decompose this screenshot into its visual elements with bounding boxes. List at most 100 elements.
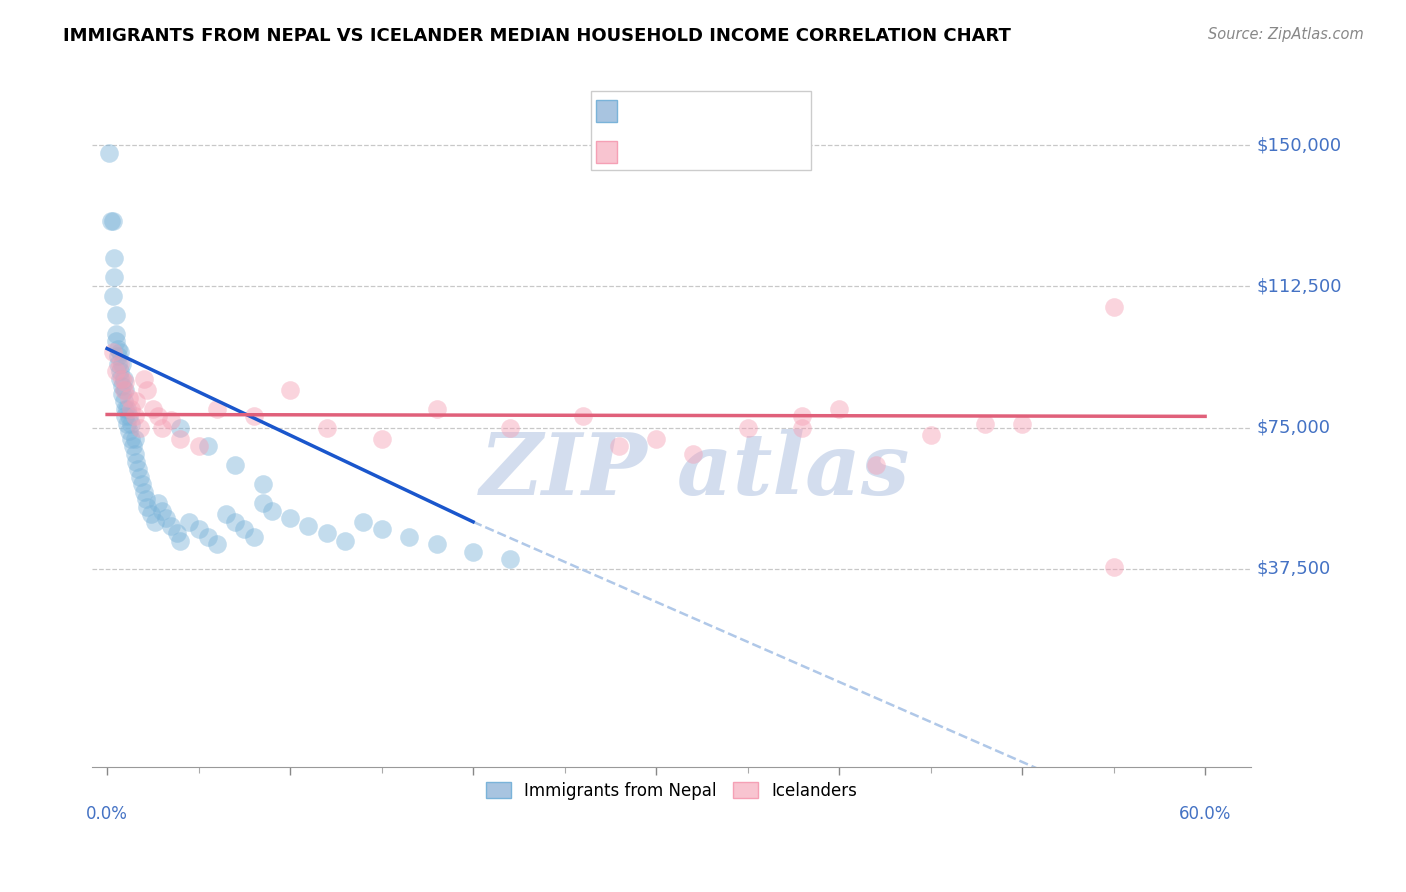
Text: R =: R = — [620, 141, 664, 159]
Point — [107, 342, 129, 356]
Point — [278, 511, 301, 525]
Point — [865, 458, 887, 473]
Point — [160, 518, 183, 533]
Point — [150, 420, 173, 434]
Point — [278, 383, 301, 397]
Point — [129, 469, 152, 483]
Point — [132, 484, 155, 499]
Point — [105, 334, 128, 348]
Point — [179, 515, 201, 529]
Text: N =: N = — [738, 99, 782, 118]
Point — [425, 537, 447, 551]
Point — [155, 511, 177, 525]
Point — [120, 401, 142, 416]
Point — [352, 515, 374, 529]
Point — [124, 432, 146, 446]
Point — [108, 357, 131, 371]
Point — [136, 383, 159, 397]
Point — [1102, 300, 1125, 314]
Point — [101, 289, 124, 303]
Point — [187, 440, 209, 454]
Point — [125, 454, 148, 468]
Point — [792, 409, 814, 424]
Point — [108, 364, 131, 378]
Point — [131, 477, 153, 491]
Text: 71: 71 — [779, 99, 800, 118]
Point — [111, 372, 134, 386]
Text: ZIP atlas: ZIP atlas — [479, 428, 910, 512]
Point — [124, 409, 146, 424]
Text: R =: R = — [620, 99, 664, 118]
Point — [737, 420, 759, 434]
Point — [828, 401, 851, 416]
Point — [112, 372, 135, 386]
Point — [224, 458, 246, 473]
Point — [150, 503, 173, 517]
Point — [461, 545, 484, 559]
Point — [187, 522, 209, 536]
Point — [101, 345, 124, 359]
Point — [233, 522, 256, 536]
Point — [108, 372, 131, 386]
Point — [115, 417, 138, 431]
Point — [224, 515, 246, 529]
Point — [370, 432, 392, 446]
Point — [111, 386, 134, 401]
Text: $37,500: $37,500 — [1257, 560, 1331, 578]
Text: -0.420: -0.420 — [665, 99, 730, 118]
Point — [108, 345, 131, 359]
Point — [297, 518, 319, 533]
Point — [142, 401, 165, 416]
Point — [114, 383, 136, 397]
Point — [333, 533, 356, 548]
Point — [1011, 417, 1033, 431]
Point — [105, 364, 128, 378]
Text: $75,000: $75,000 — [1257, 418, 1330, 437]
Point — [118, 409, 141, 424]
Point — [143, 515, 166, 529]
Point — [682, 447, 704, 461]
Point — [139, 508, 162, 522]
Point — [111, 357, 134, 371]
Text: $150,000: $150,000 — [1257, 136, 1341, 154]
Point — [252, 477, 274, 491]
Text: $112,500: $112,500 — [1257, 277, 1343, 295]
Point — [120, 432, 142, 446]
Point — [1102, 560, 1125, 574]
Point — [120, 417, 142, 431]
Point — [101, 213, 124, 227]
Point — [132, 372, 155, 386]
Point — [135, 492, 157, 507]
Point — [609, 440, 631, 454]
Point — [242, 409, 264, 424]
Point — [792, 420, 814, 434]
Text: 0.015: 0.015 — [665, 141, 718, 159]
Point — [148, 496, 170, 510]
Point — [315, 420, 337, 434]
Text: 40: 40 — [779, 141, 800, 159]
Point — [499, 420, 522, 434]
Point — [112, 394, 135, 409]
Point — [260, 503, 283, 517]
Point — [97, 145, 120, 160]
Point — [103, 270, 125, 285]
Point — [118, 425, 141, 439]
Point — [197, 530, 219, 544]
Point — [105, 326, 128, 341]
Text: 0.0%: 0.0% — [86, 805, 128, 823]
Point — [572, 409, 595, 424]
Point — [127, 462, 149, 476]
Point — [114, 409, 136, 424]
Text: IMMIGRANTS FROM NEPAL VS ICELANDER MEDIAN HOUSEHOLD INCOME CORRELATION CHART: IMMIGRANTS FROM NEPAL VS ICELANDER MEDIA… — [63, 27, 1011, 45]
Point — [499, 552, 522, 566]
Point — [105, 308, 128, 322]
Point — [136, 500, 159, 514]
Bar — [596, 100, 617, 122]
Point — [166, 526, 188, 541]
Point — [111, 379, 134, 393]
Point — [107, 349, 129, 363]
Point — [425, 401, 447, 416]
Bar — [596, 141, 617, 163]
Point — [205, 401, 228, 416]
Text: 60.0%: 60.0% — [1178, 805, 1232, 823]
